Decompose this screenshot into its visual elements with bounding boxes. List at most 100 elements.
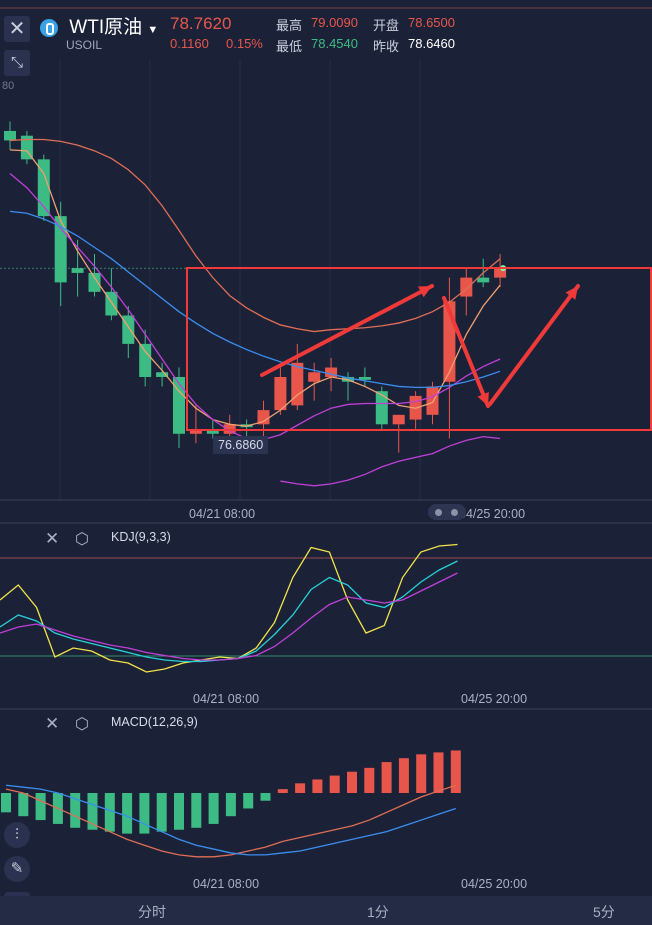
close-macd-icon[interactable]: ✕ — [45, 714, 60, 733]
low-value: 78.4540 — [311, 36, 358, 51]
low-label: 最低 — [276, 39, 303, 54]
tab-5min[interactable]: 5分 — [593, 904, 615, 920]
candle-body — [325, 367, 338, 377]
dropdown-icon[interactable]: ▼ — [147, 24, 159, 36]
ma_red-line — [9, 138, 501, 333]
symbol-logo-icon — [40, 18, 58, 37]
macd-histogram-bar — [87, 793, 98, 830]
macd-time-label-2: 04/25 20:00 — [461, 877, 528, 891]
macd-time-label-1: 04/21 08:00 — [193, 877, 260, 891]
candle-body — [37, 159, 50, 217]
macd-histogram-bar — [174, 793, 184, 830]
kdj-time-label-1: 04/21 08:00 — [193, 692, 260, 706]
kdj-indicator-chart — [0, 543, 458, 673]
macd-DIF-line — [5, 784, 457, 858]
price-change-pct: 0.15% — [226, 36, 263, 51]
macd-histogram-bar — [70, 793, 81, 828]
macd-settings-icon[interactable]: ⬡ — [75, 716, 89, 733]
macd-DEA-line — [5, 784, 457, 856]
macd-histogram-bar — [208, 793, 219, 824]
candle-body — [494, 268, 507, 278]
candle-body — [460, 277, 473, 297]
annotation-arrow-down-head — [477, 392, 489, 406]
scroll-indicator[interactable] — [428, 504, 466, 520]
min-price-tag: 76.6860 — [213, 436, 269, 454]
macd-histogram-bar — [450, 750, 461, 793]
kdj-J-line — [0, 572, 458, 661]
close-chart-button[interactable]: ✕ — [4, 16, 30, 42]
macd-histogram-bar — [433, 752, 444, 793]
macd-histogram-bar — [191, 793, 202, 828]
kdj-settings-icon[interactable]: ⬡ — [75, 531, 89, 548]
macd-histogram-bar — [1, 793, 11, 813]
main-time-label-1: 04/21 08:00 — [189, 507, 256, 521]
macd-histogram-bar — [35, 793, 46, 821]
macd-histogram-bar — [381, 762, 392, 793]
symbol-title[interactable]: WTI原油 ▼ — [40, 12, 158, 39]
annotation-arrow-up-head — [418, 286, 432, 298]
collapse-icon[interactable]: ⤡ — [4, 50, 30, 76]
tab-1min[interactable]: 1分 — [367, 904, 389, 920]
high-value: 79.0090 — [311, 15, 358, 30]
candle-body — [274, 376, 287, 411]
candle-body — [173, 376, 185, 434]
candle-body — [477, 277, 490, 283]
main-candlestick-chart — [0, 121, 652, 487]
candle-body — [392, 414, 405, 425]
main-time-label-2: 04/25 20:00 — [459, 507, 526, 521]
candle-body — [54, 216, 67, 283]
candle-body — [291, 362, 304, 406]
prev-close-value: 78.6460 — [408, 36, 455, 51]
candle-body — [156, 372, 169, 377]
macd-histogram-bar — [104, 793, 115, 832]
macd-histogram-bar — [139, 793, 150, 834]
candle-body — [375, 391, 388, 425]
annotation-arrow-rise-shaft — [488, 284, 580, 406]
tab-timeshare[interactable]: 分时 — [138, 904, 166, 920]
open-value: 78.6500 — [408, 15, 455, 30]
macd-histogram-bar — [312, 779, 323, 793]
candle-body — [71, 268, 84, 273]
macd-histogram-bar — [277, 789, 288, 793]
symbol-code: USOIL — [66, 38, 103, 52]
last-price: 78.7620 — [170, 14, 232, 33]
grid-layer — [0, 7, 652, 710]
ma_orange-line — [9, 149, 501, 427]
macd-histogram-bar — [225, 793, 236, 817]
candle-body — [189, 429, 202, 434]
kdj-time-label-2: 04/25 20:00 — [461, 692, 528, 706]
ma_blue-line — [9, 210, 501, 389]
annotation-box — [186, 267, 652, 431]
macd-indicator-chart — [1, 750, 461, 858]
macd-histogram-bar — [347, 771, 357, 793]
macd-histogram-bar — [243, 793, 254, 809]
annotation-arrow-rise-head — [565, 286, 578, 300]
macd-histogram-bar — [416, 754, 427, 793]
close-kdj-icon[interactable]: ✕ — [45, 529, 60, 548]
price-axis-cut-label: 80 — [2, 80, 15, 92]
candle-body — [426, 386, 439, 415]
macd-histogram-bar — [260, 793, 271, 801]
candle-body — [257, 410, 270, 425]
candle-body — [206, 429, 219, 434]
high-label: 最高 — [276, 18, 303, 33]
macd-label: MACD(12,26,9) — [111, 715, 198, 729]
symbol-name: WTI原油 — [69, 17, 143, 38]
candle-body — [308, 372, 321, 382]
candle-tool-icon[interactable]: ⫶ — [4, 822, 30, 848]
candle-body — [139, 343, 152, 377]
draw-tool-icon[interactable]: ✎ — [4, 856, 30, 882]
candle-body — [4, 130, 16, 141]
annotation-arrow-down-shaft — [442, 296, 490, 408]
macd-histogram-bar — [364, 767, 375, 793]
macd-histogram-bar — [122, 793, 133, 834]
prev-close-label: 昨收 — [373, 39, 400, 54]
kdj-K-line — [0, 543, 458, 673]
macd-histogram-bar — [329, 775, 340, 793]
kdj-label: KDJ(9,3,3) — [111, 530, 171, 544]
macd-histogram-bar — [398, 758, 409, 793]
candle-body — [358, 376, 371, 380]
kdj-D-line — [0, 560, 458, 663]
candle-body — [88, 272, 101, 292]
